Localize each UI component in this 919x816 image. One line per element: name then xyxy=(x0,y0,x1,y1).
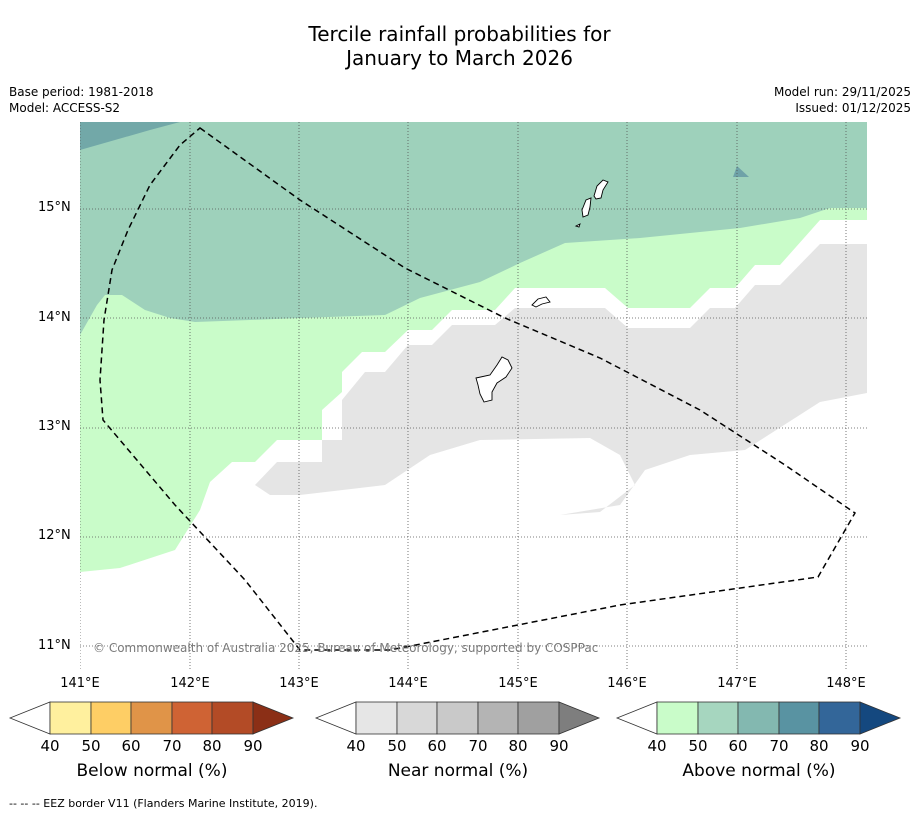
islands xyxy=(475,179,609,403)
above-tick-40: 40 xyxy=(647,737,667,755)
eez-border xyxy=(99,127,856,651)
above-normal-title: Above normal (%) xyxy=(682,761,836,781)
near-low-arrow xyxy=(314,701,357,735)
near-tick-90: 90 xyxy=(549,737,569,755)
above-swatch-50 xyxy=(697,701,739,735)
lon-label-148: 148°E xyxy=(826,676,866,691)
lon-label-143: 143°E xyxy=(279,676,319,691)
issued-date: Issued: 01/12/2025 xyxy=(795,101,911,115)
above-swatch-40 xyxy=(656,701,699,735)
near-tick-60: 60 xyxy=(427,737,447,755)
above-tick-70: 70 xyxy=(769,737,789,755)
below-normal-title: Below normal (%) xyxy=(76,761,228,781)
lat-label-12: 12°N xyxy=(38,528,71,543)
near-normal-region xyxy=(195,244,867,669)
below-swatch-70 xyxy=(171,701,213,735)
above-swatch-70 xyxy=(778,701,820,735)
above-tick-80: 80 xyxy=(809,737,829,755)
copyright-notice: © Commonwealth of Australia 2025, Bureau… xyxy=(93,641,599,655)
above-normal-60-region xyxy=(80,122,180,150)
meta-left: Base period: 1981-2018 Model: ACCESS-S2 xyxy=(9,84,154,116)
lat-label-13: 13°N xyxy=(38,419,71,434)
guam-island xyxy=(475,356,513,403)
lat-label-14: 14°N xyxy=(38,310,71,325)
above-swatch-60 xyxy=(737,701,780,735)
model-name: Model: ACCESS-S2 xyxy=(9,101,121,115)
title-line-2: January to March 2026 xyxy=(346,46,573,70)
near-high-arrow xyxy=(558,701,601,735)
above-normal-60-patch xyxy=(733,166,749,177)
below-tick-60: 60 xyxy=(121,737,141,755)
model-run: Model run: 29/11/2025 xyxy=(773,85,911,99)
below-tick-50: 50 xyxy=(81,737,101,755)
above-high-arrow xyxy=(859,701,902,735)
map-title: Tercile rainfall probabilities for Janua… xyxy=(0,22,919,70)
near-swatch-80 xyxy=(517,701,560,735)
lon-label-141: 141°E xyxy=(60,676,100,691)
below-tick-80: 80 xyxy=(202,737,222,755)
near-tick-40: 40 xyxy=(346,737,366,755)
below-tick-90: 90 xyxy=(243,737,263,755)
lat-label-11: 11°N xyxy=(38,638,71,653)
rota-island xyxy=(531,296,551,308)
lon-label-147: 147°E xyxy=(717,676,757,691)
near-swatch-60 xyxy=(436,701,479,735)
lon-label-145: 145°E xyxy=(498,676,538,691)
lon-label-142: 142°E xyxy=(170,676,210,691)
below-high-arrow xyxy=(252,701,295,735)
near-tick-70: 70 xyxy=(468,737,488,755)
colorbar-above xyxy=(615,701,902,735)
below-swatch-60 xyxy=(130,701,173,735)
near-normal-title: Near normal (%) xyxy=(387,761,529,781)
below-tick-70: 70 xyxy=(162,737,182,755)
title-line-1: Tercile rainfall probabilities for xyxy=(308,22,611,46)
lat-label-15: 15°N xyxy=(38,200,71,215)
below-swatch-40 xyxy=(49,701,92,735)
lon-label-144: 144°E xyxy=(388,676,428,691)
near-tick-80: 80 xyxy=(508,737,528,755)
above-tick-60: 60 xyxy=(728,737,748,755)
map-area xyxy=(80,122,867,669)
near-tick-50: 50 xyxy=(387,737,407,755)
lon-label-146: 146°E xyxy=(607,676,647,691)
above-tick-90: 90 xyxy=(850,737,870,755)
saipan-island xyxy=(593,179,609,200)
above-normal-50-region xyxy=(80,122,867,335)
colorbar-near xyxy=(314,701,601,735)
below-low-arrow xyxy=(8,701,51,735)
below-swatch-50 xyxy=(90,701,132,735)
near-swatch-70 xyxy=(477,701,519,735)
gridlines xyxy=(80,122,867,669)
colorbar-below xyxy=(8,701,295,735)
tinian-island xyxy=(581,197,592,218)
below-swatch-80 xyxy=(211,701,254,735)
above-swatch-80 xyxy=(818,701,861,735)
near-swatch-40 xyxy=(355,701,398,735)
white-gap-region xyxy=(664,440,867,669)
meta-right: Model run: 29/11/2025 Issued: 01/12/2025 xyxy=(774,84,911,116)
above-tick-50: 50 xyxy=(688,737,708,755)
aguijan-island xyxy=(574,223,581,228)
base-period: Base period: 1981-2018 xyxy=(9,85,154,99)
above-low-arrow xyxy=(615,701,658,735)
near-swatch-50 xyxy=(396,701,438,735)
eez-footnote: -- -- -- EEZ border V11 (Flanders Marine… xyxy=(9,797,318,810)
below-tick-40: 40 xyxy=(40,737,60,755)
